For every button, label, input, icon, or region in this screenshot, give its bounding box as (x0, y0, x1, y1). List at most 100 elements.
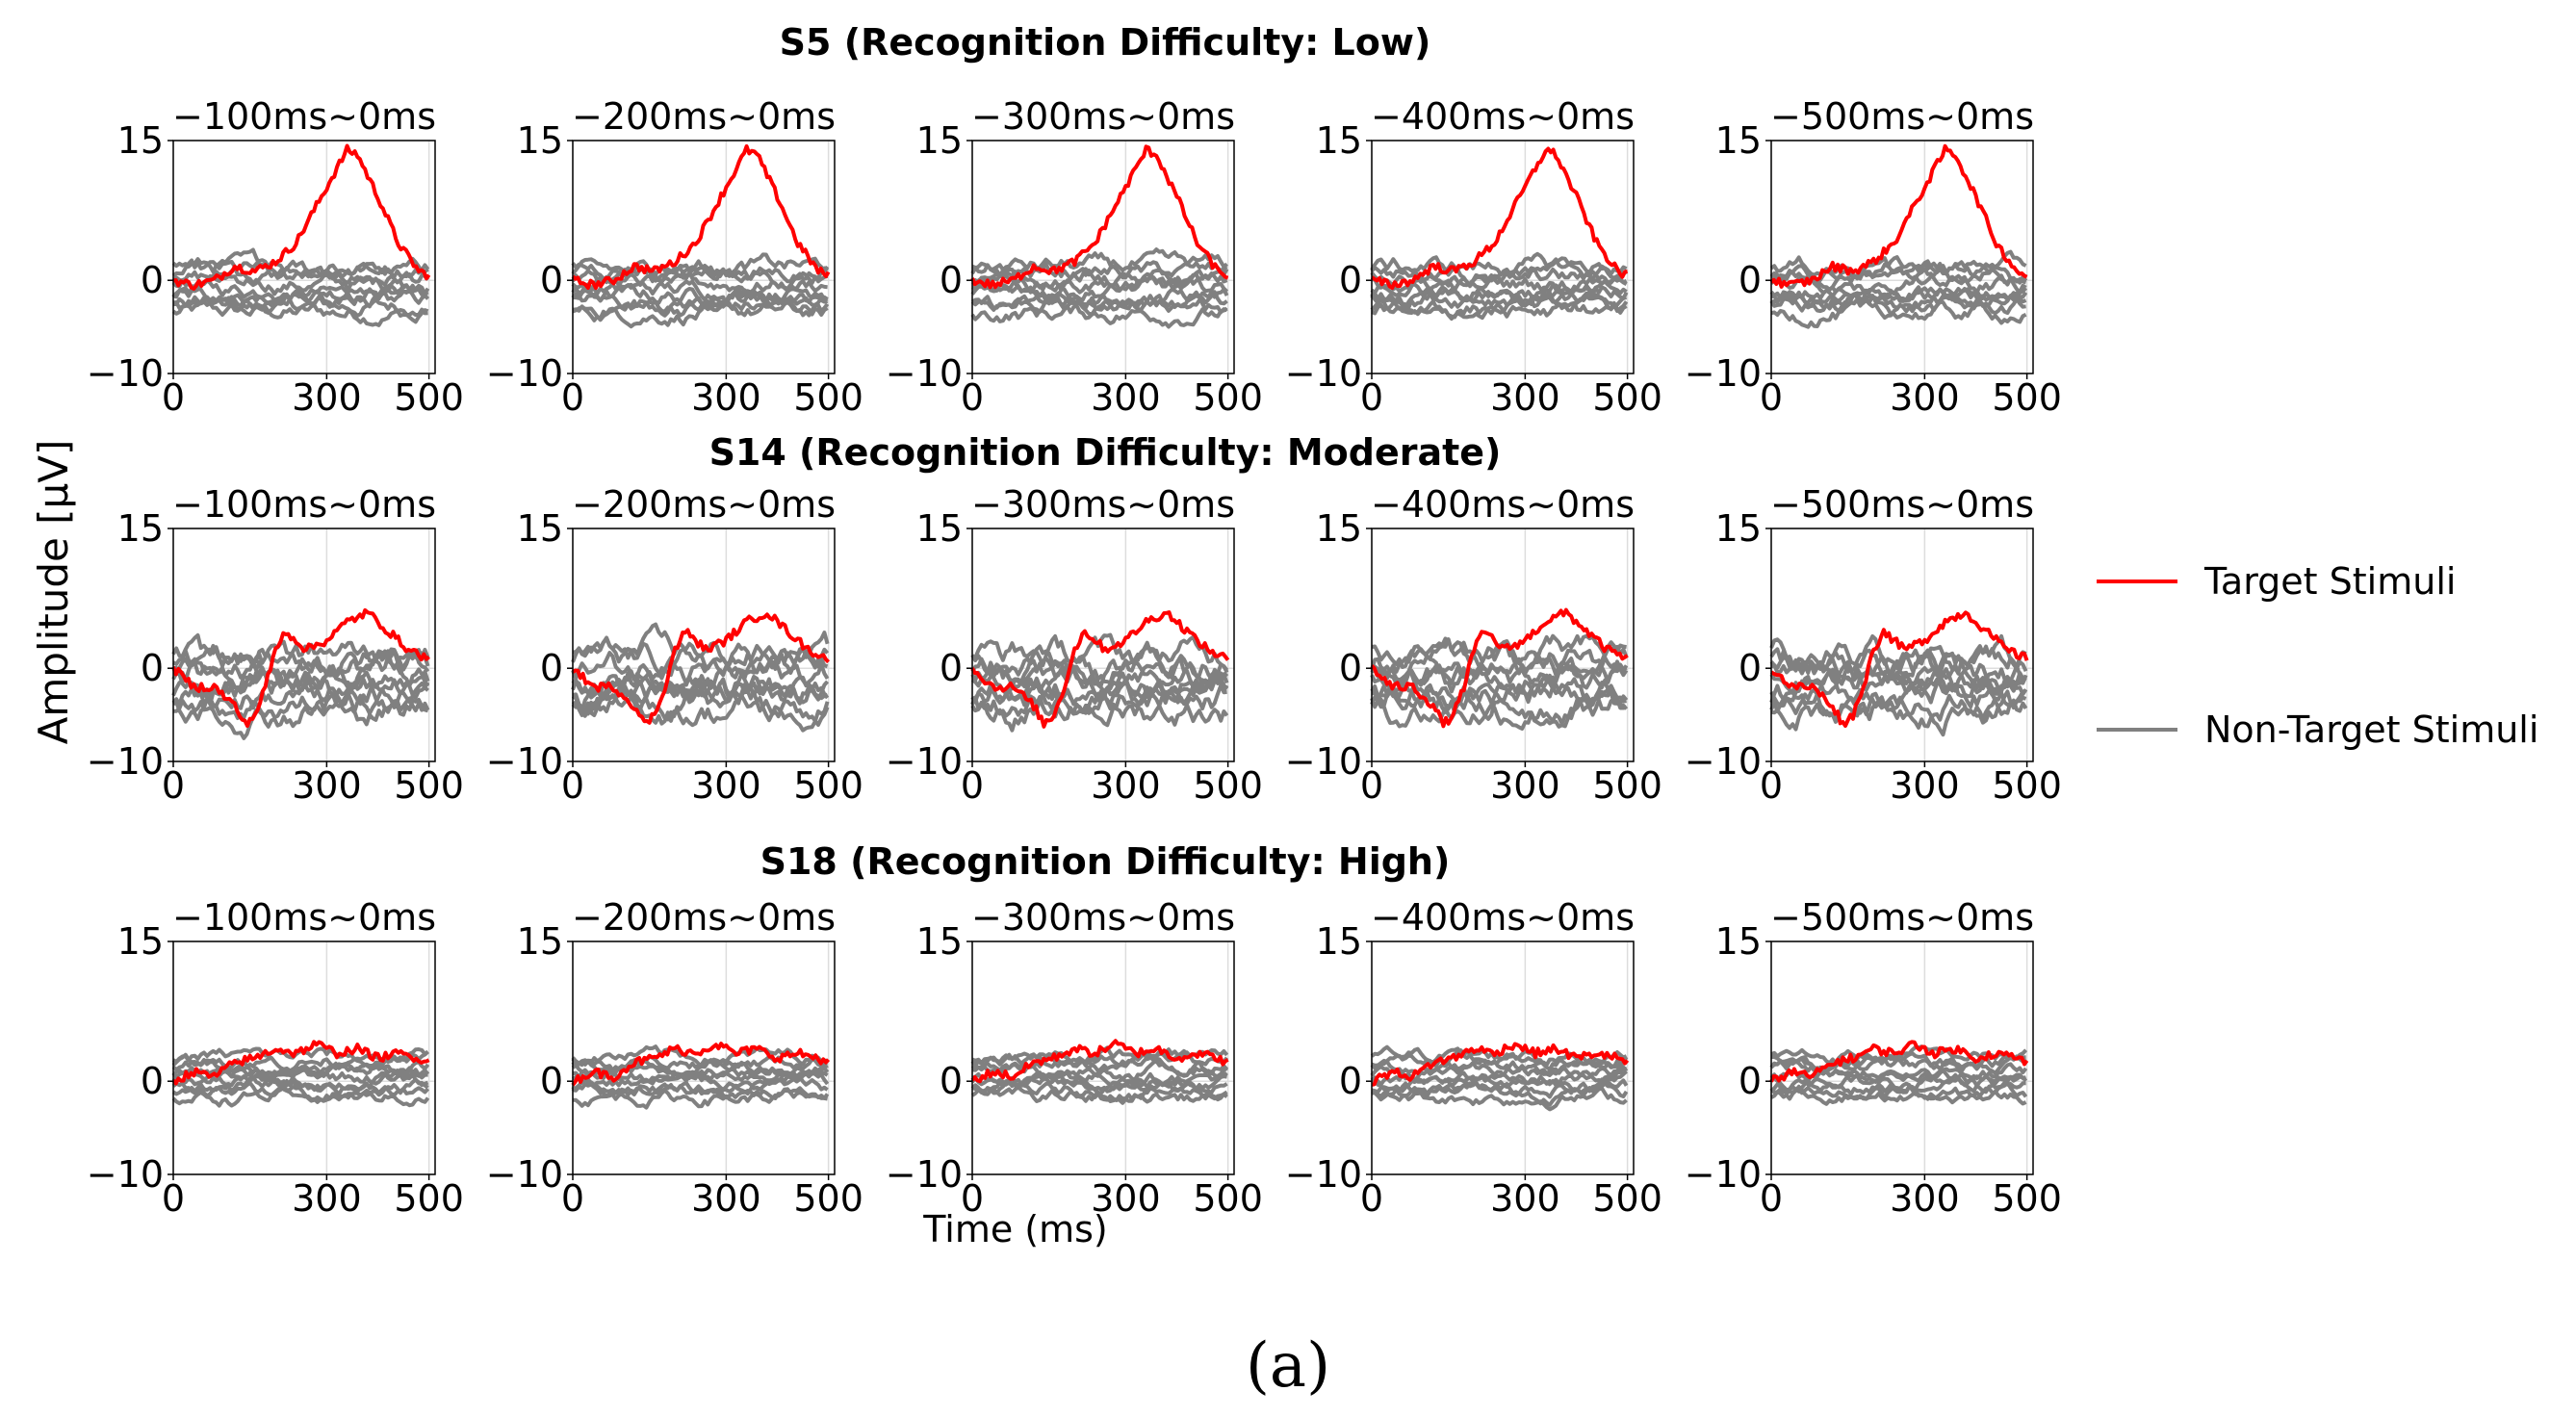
y-tick-label: −10 (87, 352, 164, 395)
x-tick-label: 300 (1890, 376, 1960, 419)
x-tick-label: 500 (1992, 376, 2062, 419)
x-tick-label: 500 (1592, 1177, 1662, 1220)
y-tick-label: 15 (1715, 920, 1762, 963)
non-target-trace (1770, 1085, 2027, 1106)
plot-frame (172, 528, 436, 762)
target-trace (571, 1042, 831, 1087)
plot-frame (1371, 528, 1635, 762)
panel-title: −200ms~0ms (572, 95, 836, 138)
x-tick-label: 300 (691, 376, 761, 419)
x-tick-label: 0 (1360, 764, 1383, 807)
panel-title: −100ms~0ms (172, 896, 436, 939)
row-title: S18 (Recognition Difficulty: High) (760, 840, 1451, 883)
plot-frame (1770, 940, 2034, 1175)
row-titles: S5 (Recognition Difficulty: Low) S14 (Rec… (709, 21, 1502, 883)
target-trace (571, 143, 831, 291)
x-tick-label: 0 (1760, 376, 1783, 419)
y-tick-label: 0 (540, 1060, 563, 1102)
non-target-trace (970, 644, 1229, 687)
plot-frame (1770, 140, 2034, 374)
target-trace (171, 607, 430, 729)
y-tick-label: 0 (940, 259, 963, 301)
non-target-trace (571, 1069, 830, 1096)
plot-frame (172, 940, 436, 1175)
y-tick-label: 0 (141, 259, 164, 301)
non-target-trace (1371, 291, 1628, 320)
y-tick-label: −10 (1685, 1153, 1762, 1196)
target-trace (172, 143, 431, 291)
panel-title: −200ms~0ms (572, 483, 836, 526)
non-target-trace (1370, 1058, 1627, 1083)
y-tick-label: 0 (1339, 259, 1362, 301)
target-trace (1769, 610, 2029, 728)
non-target-trace (1769, 256, 2028, 287)
non-target-trace (172, 640, 430, 673)
non-target-trace (970, 260, 1229, 283)
panel-title: −500ms~0ms (1770, 896, 2034, 939)
x-tick-label: 300 (1490, 1177, 1560, 1220)
x-tick-label: 500 (793, 1177, 863, 1220)
y-tick-label: −10 (886, 740, 963, 783)
panel-title: −300ms~0ms (971, 483, 1235, 526)
x-tick-label: 0 (162, 376, 185, 419)
y-tick-label: −10 (1285, 740, 1362, 783)
non-target-trace (1371, 1081, 1629, 1107)
target-trace (970, 1039, 1229, 1084)
panel-title: −500ms~0ms (1770, 483, 2034, 526)
x-tick-label: 300 (1091, 376, 1161, 419)
y-tick-label: −10 (886, 1153, 963, 1196)
y-tick-label: −10 (486, 1153, 563, 1196)
non-target-trace (171, 247, 430, 279)
plot-frame (971, 940, 1235, 1175)
panel-title: −100ms~0ms (172, 95, 436, 138)
legend-label-nontarget: Non-Target Stimuli (2204, 708, 2538, 751)
y-tick-label: −10 (486, 740, 563, 783)
x-tick-label: 500 (793, 376, 863, 419)
non-target-trace (1769, 1069, 2027, 1095)
x-tick-label: 300 (1890, 1177, 1960, 1220)
x-tick-label: 500 (1992, 1177, 2062, 1220)
y-tick-label: 15 (517, 119, 563, 162)
y-tick-label: −10 (1285, 352, 1362, 395)
x-tick-label: 0 (961, 764, 984, 807)
x-tick-label: 500 (1592, 764, 1662, 807)
y-tick-label: 15 (117, 507, 164, 550)
plot-frame (1770, 528, 2034, 762)
x-axis-label: Time (ms) (922, 1208, 1108, 1250)
y-tick-label: −10 (87, 1153, 164, 1196)
non-target-trace (571, 656, 830, 696)
x-tick-label: 500 (1193, 764, 1263, 807)
y-tick-label: 0 (1339, 647, 1362, 689)
x-tick-label: 500 (394, 1177, 464, 1220)
y-tick-label: −10 (1685, 352, 1762, 395)
panel-title: −400ms~0ms (1371, 896, 1635, 939)
plot-frame (971, 140, 1235, 374)
y-tick-label: 15 (117, 920, 164, 963)
y-tick-label: 0 (940, 1060, 963, 1102)
target-trace (1371, 1042, 1630, 1087)
non-target-trace (1769, 249, 2027, 281)
target-trace (1769, 1040, 2029, 1083)
y-tick-label: −10 (886, 352, 963, 395)
y-tick-label: 0 (141, 647, 164, 689)
y-axis-label: Amplitude [μV] (30, 440, 77, 745)
non-target-trace (1371, 1078, 1629, 1099)
panel-title: −500ms~0ms (1770, 95, 2034, 138)
non-target-trace (571, 646, 829, 697)
target-trace (1769, 143, 2028, 289)
row-title: S5 (Recognition Difficulty: Low) (780, 21, 1431, 64)
non-target-trace (970, 290, 1228, 314)
non-target-trace (970, 283, 1229, 312)
y-tick-label: 0 (1739, 259, 1762, 301)
x-tick-label: 300 (1091, 764, 1161, 807)
x-tick-label: 0 (961, 1177, 984, 1220)
y-tick-label: 15 (1316, 119, 1362, 162)
